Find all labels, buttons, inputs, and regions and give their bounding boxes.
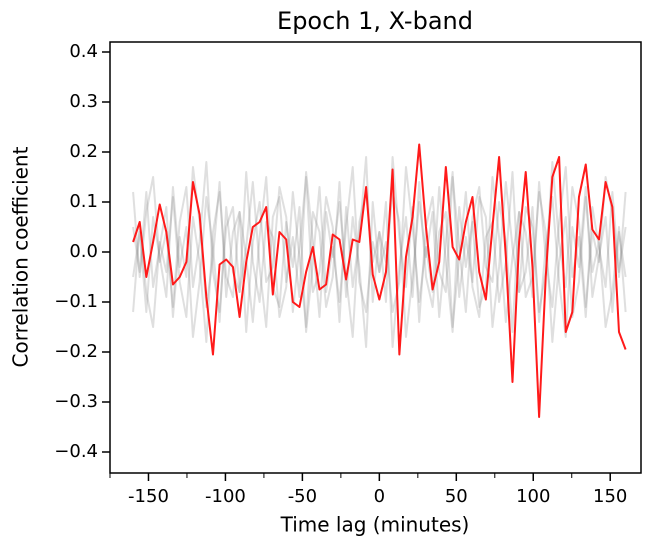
y-tick-label: −0.2: [54, 341, 98, 362]
x-tick-label: 150: [593, 486, 627, 507]
x-tick-label: -100: [205, 486, 246, 507]
y-tick-label: 0.0: [69, 241, 98, 262]
x-tick-label: -50: [288, 486, 317, 507]
y-tick-label: −0.1: [54, 291, 98, 312]
x-tick-label: -150: [128, 486, 169, 507]
chart-title: Epoch 1, X-band: [277, 7, 473, 35]
y-tick-label: 0.2: [69, 141, 98, 162]
x-axis-label: Time lag (minutes): [280, 513, 470, 537]
y-tick-label: 0.4: [69, 41, 98, 62]
y-tick-label: −0.3: [54, 391, 98, 412]
series-line: [132, 143, 627, 418]
series-line: [132, 156, 627, 338]
series-line: [132, 156, 627, 338]
x-tick-label: 100: [516, 486, 550, 507]
series-line: [132, 166, 627, 348]
y-tick-label: 0.1: [69, 191, 98, 212]
y-tick-label: −0.4: [54, 441, 98, 462]
y-axis-label: Correlation coefficient: [9, 146, 33, 367]
y-tick-label: 0.3: [69, 91, 98, 112]
plot-frame: [109, 41, 642, 474]
x-tick-label: 50: [445, 486, 468, 507]
x-tick-label: 0: [374, 486, 385, 507]
series-line: [132, 166, 627, 348]
